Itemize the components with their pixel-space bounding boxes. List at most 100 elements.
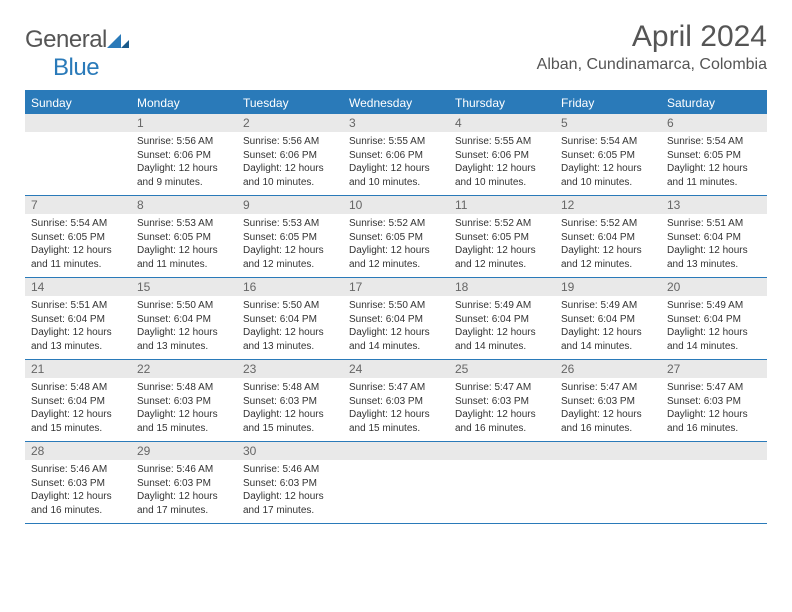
day-line: Sunset: 6:04 PM (561, 231, 655, 245)
day-line: Sunrise: 5:47 AM (667, 381, 761, 395)
day-line: Sunset: 6:06 PM (349, 149, 443, 163)
day-cell (25, 114, 131, 195)
day-line: Sunrise: 5:46 AM (137, 463, 231, 477)
day-line: and 16 minutes. (455, 422, 549, 436)
day-line: Sunrise: 5:50 AM (137, 299, 231, 313)
day-number: 22 (131, 360, 237, 378)
day-cell: 16Sunrise: 5:50 AMSunset: 6:04 PMDayligh… (237, 278, 343, 359)
dow-label: Thursday (449, 92, 555, 114)
day-line: Daylight: 12 hours (455, 244, 549, 258)
day-line: Sunrise: 5:56 AM (137, 135, 231, 149)
day-line: and 10 minutes. (243, 176, 337, 190)
day-cell: 8Sunrise: 5:53 AMSunset: 6:05 PMDaylight… (131, 196, 237, 277)
day-line: Sunrise: 5:54 AM (667, 135, 761, 149)
day-line: and 9 minutes. (137, 176, 231, 190)
day-number: 5 (555, 114, 661, 132)
day-cell: 11Sunrise: 5:52 AMSunset: 6:05 PMDayligh… (449, 196, 555, 277)
day-line: Sunset: 6:04 PM (667, 231, 761, 245)
day-content: Sunrise: 5:50 AMSunset: 6:04 PMDaylight:… (131, 296, 237, 359)
day-number: 30 (237, 442, 343, 460)
day-line: Sunset: 6:04 PM (31, 395, 125, 409)
day-line: Sunrise: 5:55 AM (455, 135, 549, 149)
day-line: and 10 minutes. (561, 176, 655, 190)
day-line: Sunrise: 5:52 AM (455, 217, 549, 231)
dow-label: Saturday (661, 92, 767, 114)
day-content: Sunrise: 5:56 AMSunset: 6:06 PMDaylight:… (237, 132, 343, 195)
day-line: Sunset: 6:06 PM (137, 149, 231, 163)
day-line: Daylight: 12 hours (455, 162, 549, 176)
day-content: Sunrise: 5:47 AMSunset: 6:03 PMDaylight:… (555, 378, 661, 441)
day-cell: 1Sunrise: 5:56 AMSunset: 6:06 PMDaylight… (131, 114, 237, 195)
day-line: Daylight: 12 hours (243, 244, 337, 258)
day-number: 13 (661, 196, 767, 214)
logo: GeneralBlue (25, 20, 129, 82)
day-line: Sunset: 6:05 PM (31, 231, 125, 245)
day-number: 23 (237, 360, 343, 378)
day-content: Sunrise: 5:54 AMSunset: 6:05 PMDaylight:… (555, 132, 661, 195)
day-line: Sunset: 6:03 PM (349, 395, 443, 409)
day-cell: 20Sunrise: 5:49 AMSunset: 6:04 PMDayligh… (661, 278, 767, 359)
day-cell: 2Sunrise: 5:56 AMSunset: 6:06 PMDaylight… (237, 114, 343, 195)
day-line: Daylight: 12 hours (349, 162, 443, 176)
day-line: Daylight: 12 hours (31, 244, 125, 258)
day-line: and 15 minutes. (349, 422, 443, 436)
day-line: Sunrise: 5:47 AM (561, 381, 655, 395)
day-content: Sunrise: 5:48 AMSunset: 6:03 PMDaylight:… (131, 378, 237, 441)
week-row: 21Sunrise: 5:48 AMSunset: 6:04 PMDayligh… (25, 360, 767, 442)
day-line: Daylight: 12 hours (667, 326, 761, 340)
day-number (343, 442, 449, 460)
day-cell: 21Sunrise: 5:48 AMSunset: 6:04 PMDayligh… (25, 360, 131, 441)
day-line: and 11 minutes. (31, 258, 125, 272)
day-cell: 13 Sunrise: 5:51 AMSunset: 6:04 PMDayligh… (661, 196, 767, 277)
month-title: April 2024 (537, 20, 767, 54)
day-line: Daylight: 12 hours (455, 326, 549, 340)
dow-label: Monday (131, 92, 237, 114)
day-line: Sunset: 6:04 PM (31, 313, 125, 327)
day-line: Daylight: 12 hours (667, 244, 761, 258)
day-content: Sunrise: 5:48 AMSunset: 6:03 PMDaylight:… (237, 378, 343, 441)
day-cell: 5Sunrise: 5:54 AMSunset: 6:05 PMDaylight… (555, 114, 661, 195)
day-cell: 4Sunrise: 5:55 AMSunset: 6:06 PMDaylight… (449, 114, 555, 195)
day-number: 2 (237, 114, 343, 132)
day-content: Sunrise: 5:46 AMSunset: 6:03 PMDaylight:… (25, 460, 131, 523)
dow-header-row: SundayMondayTuesdayWednesdayThursdayFrid… (25, 92, 767, 114)
day-cell: 15Sunrise: 5:50 AMSunset: 6:04 PMDayligh… (131, 278, 237, 359)
dow-label: Friday (555, 92, 661, 114)
dow-label: Tuesday (237, 92, 343, 114)
day-line: Sunrise: 5:54 AM (561, 135, 655, 149)
day-line: and 16 minutes. (561, 422, 655, 436)
day-number: 16 (237, 278, 343, 296)
calendar-grid: SundayMondayTuesdayWednesdayThursdayFrid… (25, 90, 767, 524)
day-number: 25 (449, 360, 555, 378)
day-cell: 26Sunrise: 5:47 AMSunset: 6:03 PMDayligh… (555, 360, 661, 441)
day-line: and 12 minutes. (349, 258, 443, 272)
day-line: Sunrise: 5:50 AM (349, 299, 443, 313)
day-line: Daylight: 12 hours (561, 244, 655, 258)
day-line: Daylight: 12 hours (31, 490, 125, 504)
day-line: Sunset: 6:03 PM (243, 477, 337, 491)
day-line: Sunset: 6:04 PM (561, 313, 655, 327)
day-content: Sunrise: 5:53 AMSunset: 6:05 PMDaylight:… (131, 214, 237, 277)
day-line: Sunset: 6:03 PM (31, 477, 125, 491)
day-line: Daylight: 12 hours (137, 244, 231, 258)
day-line: and 17 minutes. (243, 504, 337, 518)
dow-label: Wednesday (343, 92, 449, 114)
day-number: 21 (25, 360, 131, 378)
day-number: 17 (343, 278, 449, 296)
day-number: 20 (661, 278, 767, 296)
day-line: Sunrise: 5:51 AM (667, 217, 761, 231)
day-line: Sunrise: 5:51 AM (31, 299, 125, 313)
day-cell: 25Sunrise: 5:47 AMSunset: 6:03 PMDayligh… (449, 360, 555, 441)
day-line: and 13 minutes. (31, 340, 125, 354)
day-cell (661, 442, 767, 523)
day-number: 8 (131, 196, 237, 214)
day-number: 24 (343, 360, 449, 378)
day-line: Sunrise: 5:49 AM (561, 299, 655, 313)
day-number: 1 (131, 114, 237, 132)
day-line: Daylight: 12 hours (31, 326, 125, 340)
day-line: Sunset: 6:06 PM (243, 149, 337, 163)
day-cell: 6Sunrise: 5:54 AMSunset: 6:05 PMDaylight… (661, 114, 767, 195)
day-number (555, 442, 661, 460)
day-line: and 11 minutes. (137, 258, 231, 272)
day-number: 14 (25, 278, 131, 296)
